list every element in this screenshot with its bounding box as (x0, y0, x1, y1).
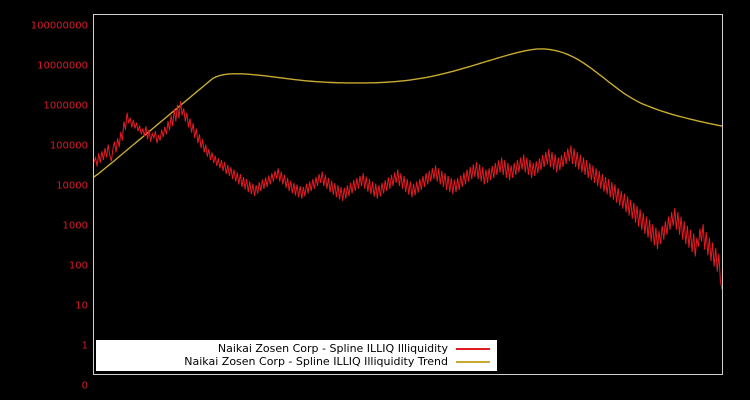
y-axis-tick-label: 1 (81, 340, 88, 352)
legend-label-illiquidity: Naikai Zosen Corp - Spline ILLIQ Illiqui… (217, 342, 448, 355)
y-axis-tick-label: 0 (81, 380, 88, 392)
y-axis-tick-label: 1000 (62, 220, 88, 232)
legend-label-illiquidity-trend: Naikai Zosen Corp - Spline ILLIQ Illiqui… (184, 355, 448, 368)
y-axis-tick-label: 10 (75, 300, 88, 312)
legend-row: Naikai Zosen Corp - Spline ILLIQ Illiqui… (101, 342, 492, 355)
y-axis-tick-labels: 100000000 10000000 1000000 100000 10000 1000 1… (0, 0, 88, 400)
y-axis-tick-label: 100 (68, 260, 88, 272)
chart-legend: Naikai Zosen Corp - Spline ILLIQ Illiqui… (96, 340, 497, 371)
trend-line-path (94, 48, 722, 178)
illiquidity-line-path (94, 101, 722, 290)
y-axis-tick-label: 1000000 (43, 100, 88, 112)
legend-swatch-illiquidity (456, 347, 490, 350)
y-axis-tick-label: 100000000 (30, 20, 88, 32)
y-axis-tick-label: 10000 (56, 180, 88, 192)
legend-row: Naikai Zosen Corp - Spline ILLIQ Illiqui… (101, 355, 492, 368)
plot-area (93, 14, 723, 375)
legend-swatch-illiquidity-trend (456, 360, 490, 363)
chart-lines (94, 48, 722, 290)
y-axis-tick-label: 10000000 (37, 60, 88, 72)
y-axis-tick-label: 100000 (49, 140, 88, 152)
